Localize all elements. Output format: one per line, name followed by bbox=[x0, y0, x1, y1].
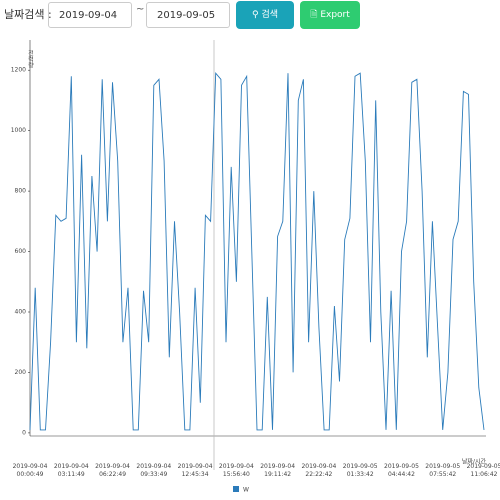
y-tick-label: 400 bbox=[15, 309, 27, 316]
search-button-text: 검색 bbox=[261, 10, 278, 20]
y-tick-label: 1200 bbox=[11, 67, 26, 74]
y-axis-label: 전력량 bbox=[27, 49, 34, 68]
x-tick-label: 2019-09-04 15:56:40 bbox=[219, 463, 254, 478]
search-button[interactable]: ⚲ 검색 bbox=[236, 1, 294, 29]
export-button[interactable]: 🗎 Export bbox=[300, 1, 360, 29]
legend-label: W bbox=[243, 487, 249, 494]
x-tick-label: 2019-09-04 22:22:42 bbox=[301, 463, 336, 478]
legend-swatch bbox=[233, 486, 239, 492]
separator: ~ bbox=[136, 4, 145, 15]
x-tick-label: 2019-09-05 04:44:42 bbox=[384, 463, 419, 478]
end-date-input[interactable]: 2019-09-05 bbox=[146, 2, 230, 28]
y-tick-label: 800 bbox=[15, 188, 27, 195]
x-tick-label: 2019-09-04 19:11:42 bbox=[260, 463, 295, 478]
export-button-text: Export bbox=[320, 10, 350, 20]
x-tick-label: 2019-09-05 01:33:42 bbox=[343, 463, 378, 478]
x-tick-label: 2019-09-05 07:55:42 bbox=[425, 463, 460, 478]
y-tick-label: 600 bbox=[15, 248, 27, 255]
toolbar: 날짜검색 : 2019-09-04 ~ 2019-09-05 ⚲ 검색 🗎 Ex… bbox=[0, 0, 500, 34]
y-tick-label: 0 bbox=[22, 429, 26, 436]
y-tick-label: 1000 bbox=[11, 127, 26, 134]
x-tick-label: 2019-09-04 09:33:49 bbox=[136, 463, 171, 478]
x-axis-label: 날짜/시간 bbox=[462, 458, 487, 466]
start-date-input[interactable]: 2019-09-04 bbox=[48, 2, 132, 28]
x-tick-label: 2019-09-05 11:06:42 bbox=[467, 463, 500, 478]
x-tick-label: 2019-09-04 06:22:49 bbox=[95, 463, 130, 478]
y-tick-label: 200 bbox=[15, 369, 27, 376]
series-line bbox=[29, 72, 485, 431]
x-tick-label: 2019-09-04 00:00:49 bbox=[13, 463, 48, 478]
x-tick-label: 2019-09-04 12:45:34 bbox=[178, 463, 213, 478]
x-tick-label: 2019-09-04 03:11:49 bbox=[54, 463, 89, 478]
search-label: 날짜검색 : bbox=[4, 8, 52, 21]
